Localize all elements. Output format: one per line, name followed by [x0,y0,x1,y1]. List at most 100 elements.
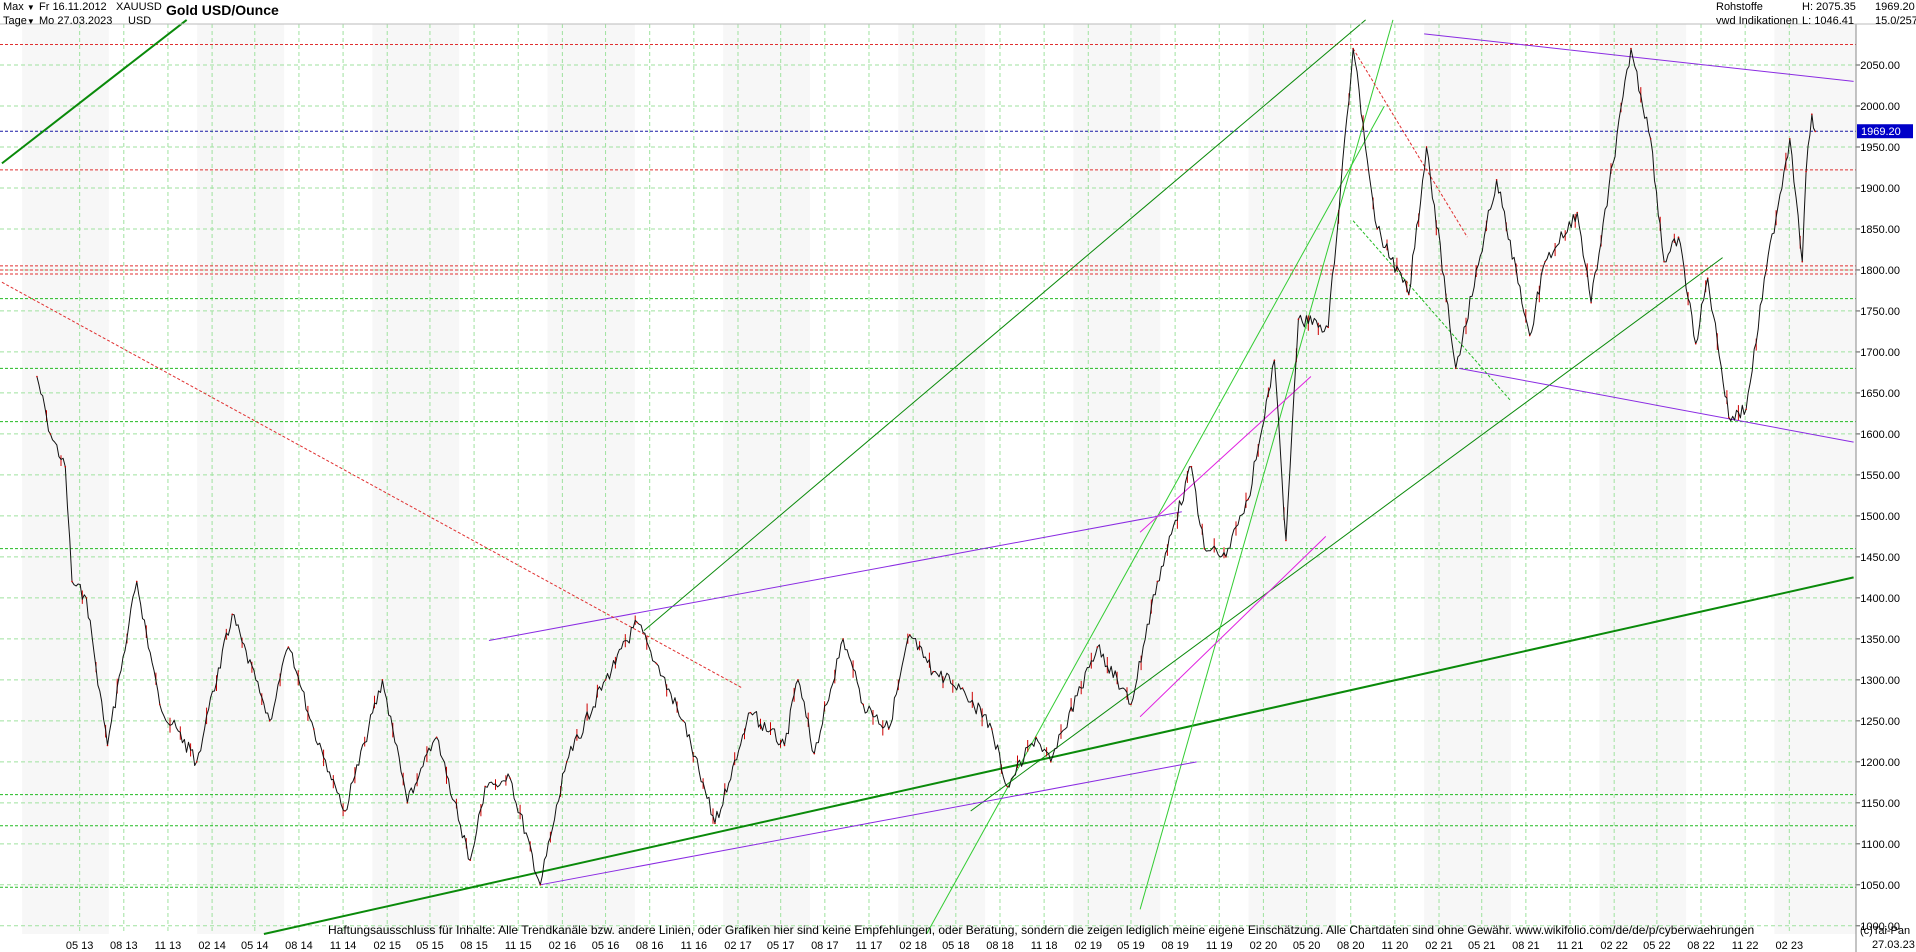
shade-band [1599,24,1687,934]
timeframe-select[interactable]: Max ▼ [3,1,35,13]
x-tick-label: 11 18 [1031,940,1058,952]
price-point [1694,342,1697,345]
x-tick-label: 11 22 [1732,940,1759,952]
x-tick-label: 05 15 [416,940,444,952]
y-tick-label: 2000.00 [1860,101,1900,113]
timeframe-value: Max [3,1,24,13]
y-tick-label: 1050.00 [1860,880,1900,892]
chevron-down-icon: ▼ [26,17,35,26]
price-point [195,761,198,763]
y-tick-label: 1500.00 [1860,511,1900,523]
date-to: Mo 27.03.2023 [39,15,113,27]
trend-line [643,19,1366,632]
price-point [1203,547,1206,550]
y-tick-label: 1950.00 [1860,142,1900,154]
x-tick-label: 08 18 [986,940,1014,952]
price-series [36,47,1817,886]
trend-line [1139,536,1327,718]
high-value: H: 2075.35 [1802,1,1856,13]
price-point [484,785,486,788]
price-point [1285,539,1287,542]
change-value: 15.0/257.2 [1875,15,1916,27]
price-point [1156,580,1159,583]
period-select[interactable]: Tage▼ [3,15,35,27]
price-point [406,802,409,804]
trend-line [488,511,1182,641]
price-point [1814,130,1817,133]
shade-band [1424,24,1511,934]
y-axis: 1000.00 1050.00 1100.00 1150.00 1200.00 1250.… [1856,60,1900,933]
x-tick-label: 08 15 [460,940,488,952]
x-tick-label: 11 17 [856,940,883,952]
x-tick-label: 11 21 [1557,940,1584,952]
trend-line [1,281,743,689]
price-point [1706,277,1709,279]
x-tick-label: 11 14 [330,940,357,952]
price-point [1649,137,1652,140]
price-point [932,670,935,673]
data-source: vwd Indikationen [1716,15,1798,27]
x-tick-label: 08 16 [636,940,664,952]
price-point [783,744,786,747]
price-point [1050,761,1052,763]
x-tick-label: 02 21 [1425,940,1453,952]
price-point [1663,260,1665,263]
last-value: 1969.20 [1875,1,1915,13]
price-point [1455,367,1457,370]
trend-line [1139,376,1312,533]
price-point [1273,359,1276,361]
price-point [313,728,315,730]
trend-line [540,761,1197,886]
price-point [1297,318,1300,320]
price-point [1745,408,1747,411]
price-point [1528,334,1531,337]
symbol: XAUUSD [116,1,162,13]
x-tick-label: 05 19 [1117,940,1145,952]
price-point [842,638,844,640]
chart-title: Gold USD/Ounce [166,2,279,18]
x-tick-label: 05 16 [592,940,620,952]
price-tag-box [1857,124,1913,139]
price-point [1576,211,1579,214]
price-point [1327,326,1329,329]
price-point [344,810,346,812]
x-tick-label: 08 13 [110,940,138,952]
trend-line [1352,48,1468,238]
price-point [49,433,52,435]
x-tick-label: 05 21 [1468,940,1496,952]
x-tick-label: 08 19 [1161,940,1189,952]
price-point [539,884,542,886]
price-point [813,752,816,755]
price-point [682,720,685,722]
x-tick-label: 08 21 [1512,940,1540,952]
price-point [1805,170,1807,173]
price-point [64,465,67,468]
price-point [1096,646,1099,648]
price-point [655,662,658,665]
currency: USD [128,15,152,27]
trend-line [1459,367,1854,443]
x-tick-label: 05 14 [241,940,269,952]
price-point [797,679,799,681]
price-point [1006,785,1008,788]
price-point [862,703,865,706]
low-value: L: 1046.41 [1802,15,1854,27]
x-tick-label: 02 23 [1776,940,1804,952]
x-tick-label: 11 15 [505,940,532,952]
shade-band [197,24,285,934]
price-point [1130,703,1132,706]
price-point [85,597,88,599]
x-tick-label: 05 17 [767,940,795,952]
shade-band [1774,24,1856,934]
price-point [106,744,109,747]
price-point [1376,228,1378,230]
price-point [509,777,511,780]
x-tick-label: 11 20 [1382,940,1409,952]
price-point [268,720,271,722]
price-point [887,728,890,730]
grid [0,24,1856,934]
price-point [231,613,234,616]
y-tick-label: 1450.00 [1860,552,1900,564]
trend-line [1139,19,1394,910]
